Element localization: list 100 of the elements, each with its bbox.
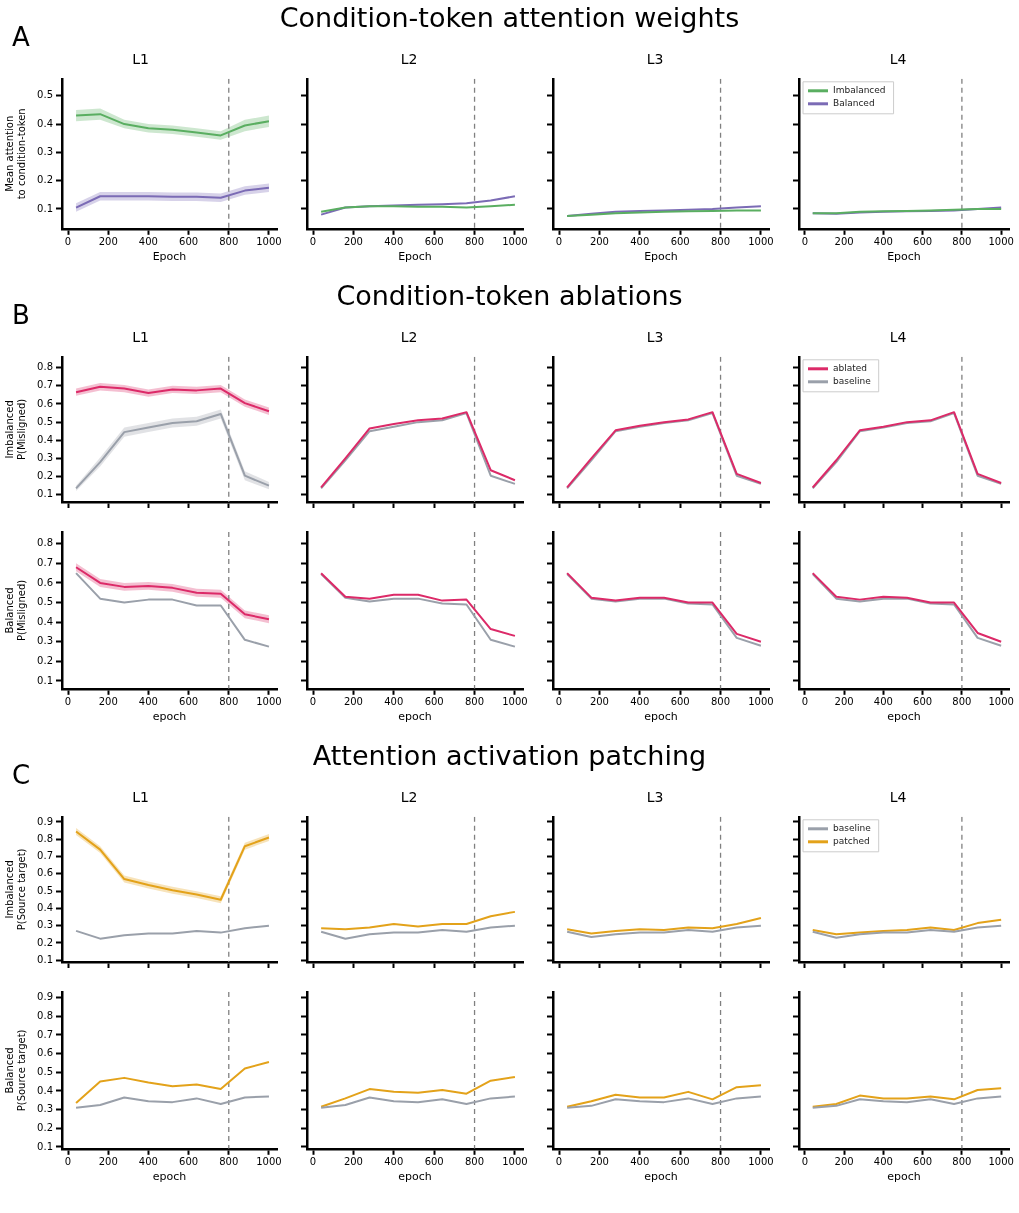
x-tick-label: 200 [834, 696, 854, 708]
y-axis-title: Balanced P(Source target) [3, 1029, 27, 1112]
x-tick-label: 1000 [502, 1156, 528, 1168]
y-tick-label: 0.7 [37, 379, 53, 391]
y-tick-label: 0.7 [37, 1028, 53, 1040]
y-tick-label: 0.4 [37, 902, 53, 914]
x-tick-label: 0 [64, 236, 72, 248]
y-tick-label: 0.2 [37, 470, 53, 482]
y-tick-label: 0.3 [37, 635, 53, 647]
x-tick-label: 800 [465, 1156, 485, 1168]
y-tick-label: 0.5 [37, 884, 53, 896]
x-tick-label: 200 [343, 1156, 363, 1168]
y-tick-label: 0.6 [37, 867, 53, 879]
y-tick-label: 0.3 [37, 452, 53, 464]
x-tick-label: 1000 [502, 236, 528, 248]
x-tick-label: 600 [424, 1156, 444, 1168]
x-tick-label: 400 [630, 1156, 650, 1168]
legend-label: patched [833, 836, 870, 847]
y-tick-label: 0.9 [37, 991, 53, 1003]
x-axis-title: epoch [152, 1170, 187, 1184]
x-tick-label: 200 [343, 236, 363, 248]
x-axis-title: epoch [644, 710, 678, 724]
x-tick-label: 800 [219, 696, 239, 708]
x-axis-title: Epoch [398, 250, 432, 264]
x-tick-label: 1000 [748, 1156, 774, 1168]
y-tick-label: 0.6 [37, 1047, 53, 1059]
x-tick-label: 0 [555, 696, 563, 708]
chart-title: L4 [889, 789, 907, 806]
x-tick-label: 200 [98, 1156, 118, 1168]
text: Attention activation patching [312, 740, 707, 771]
legend-label: Balanced [833, 98, 875, 109]
text: B [12, 300, 30, 330]
y-tick-label: 0.8 [37, 537, 53, 549]
x-tick-label: 600 [913, 696, 933, 708]
x-tick-label: 600 [913, 236, 933, 248]
x-tick-label: 400 [873, 696, 893, 708]
chart-title: L2 [400, 789, 418, 806]
x-tick-label: 1000 [748, 696, 774, 708]
legend-label: Imbalanced [833, 85, 886, 96]
y-tick-label: 0.5 [37, 415, 53, 427]
y-tick-label: 0.2 [37, 654, 53, 666]
y-tick-label: 0.2 [37, 1121, 53, 1133]
x-tick-label: 800 [952, 236, 972, 248]
chart-title: L1 [132, 789, 149, 806]
x-tick-label: 400 [873, 1156, 893, 1168]
text: C [12, 760, 31, 790]
y-tick-label: 0.7 [37, 556, 53, 568]
x-tick-label: 200 [834, 236, 854, 248]
y-tick-label: 0.6 [37, 397, 53, 409]
x-tick-label: 400 [630, 236, 650, 248]
x-tick-label: 400 [138, 1156, 158, 1168]
chart-title: L1 [132, 329, 149, 346]
x-tick-label: 800 [711, 236, 731, 248]
x-tick-label: 200 [589, 1156, 609, 1168]
x-tick-label: 0 [309, 236, 317, 248]
y-tick-label: 0.8 [37, 832, 53, 844]
x-axis-title: epoch [398, 1170, 432, 1184]
x-tick-label: 800 [219, 236, 239, 248]
x-tick-label: 0 [801, 236, 809, 248]
y-tick-label: 0.5 [37, 596, 53, 608]
chart-title: L3 [646, 51, 664, 68]
y-tick-label: 0.2 [37, 936, 53, 948]
y-tick-label: 0.8 [37, 1009, 53, 1021]
chart-title: L4 [889, 51, 907, 68]
x-axis-title: epoch [398, 710, 432, 724]
x-tick-label: 200 [834, 1156, 854, 1168]
x-tick-label: 600 [179, 236, 199, 248]
chart-title: L1 [132, 51, 149, 68]
x-tick-label: 600 [179, 1156, 199, 1168]
x-tick-label: 400 [138, 696, 158, 708]
x-tick-label: 800 [219, 1156, 239, 1168]
chart-title: L2 [400, 51, 418, 68]
legend-label: baseline [833, 823, 872, 834]
x-tick-label: 800 [952, 1156, 972, 1168]
chart-title: L3 [646, 329, 664, 346]
x-tick-label: 1000 [256, 696, 282, 708]
x-tick-label: 200 [343, 696, 363, 708]
y-tick-label: 0.1 [37, 1140, 53, 1152]
y-tick-label: 0.1 [37, 674, 53, 686]
x-tick-label: 600 [424, 236, 444, 248]
y-tick-label: 0.9 [37, 815, 53, 827]
x-tick-label: 800 [952, 696, 972, 708]
y-tick-label: 0.4 [37, 1084, 53, 1096]
x-tick-label: 200 [589, 696, 609, 708]
x-tick-label: 600 [913, 1156, 933, 1168]
legend-label: ablated [833, 363, 868, 374]
text: Condition-token ablations [336, 280, 683, 311]
y-tick-label: 0.3 [37, 145, 53, 157]
y-tick-label: 0.4 [37, 433, 53, 445]
x-tick-label: 200 [98, 696, 118, 708]
x-tick-label: 0 [801, 1156, 809, 1168]
x-tick-label: 0 [64, 1156, 72, 1168]
x-tick-label: 1000 [256, 1156, 282, 1168]
legend-label: baseline [833, 376, 872, 387]
x-axis-title: Epoch [644, 250, 678, 264]
text: A [12, 22, 30, 52]
x-tick-label: 0 [64, 696, 72, 708]
y-tick-label: 0.1 [37, 488, 53, 500]
x-tick-label: 1000 [988, 696, 1014, 708]
y-tick-label: 0.3 [37, 919, 53, 931]
